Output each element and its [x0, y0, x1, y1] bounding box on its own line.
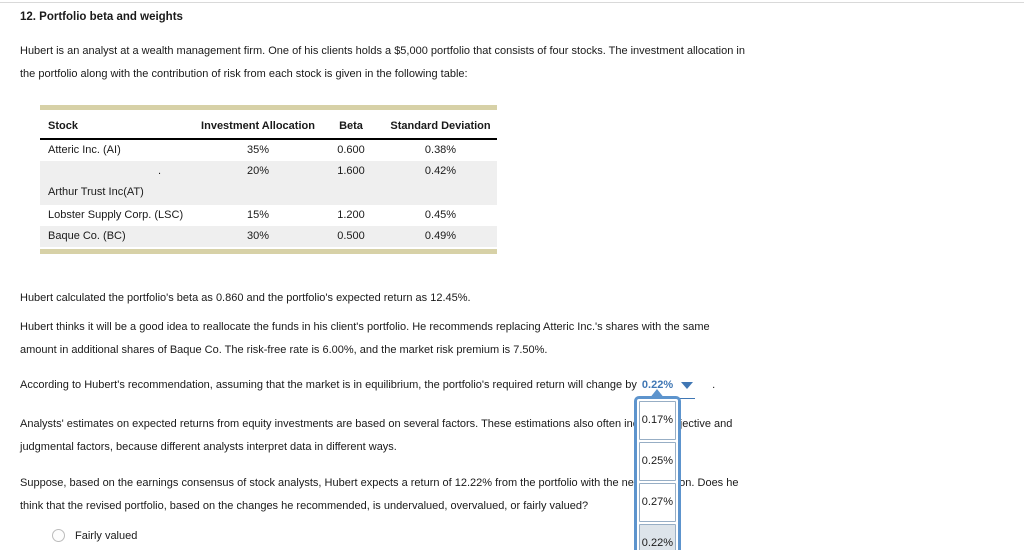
cell-stock: Atteric Inc. (AI) [48, 144, 121, 156]
col-header-std-dev: Standard Deviation [384, 116, 497, 140]
equilibrium-sentence: According to Hubert's recommendation, as… [20, 374, 716, 550]
dropdown-selected-value: 0.22% [641, 379, 674, 391]
table-top-accent-bar [40, 105, 497, 110]
intro-line-1: Hubert is an analyst at a wealth managem… [20, 45, 745, 57]
chevron-down-icon [681, 381, 694, 389]
equilibrium-prefix-text: According to Hubert's recommendation, as… [20, 379, 637, 391]
radio-label: Fairly valued [75, 529, 138, 542]
top-divider [0, 2, 1024, 3]
col-header-stock: Stock [40, 116, 198, 140]
dropdown-menu: 0.17% 0.25% 0.27% 0.22% [633, 389, 681, 550]
col-header-allocation: Investment Allocation [198, 116, 318, 140]
table-row-baque: Baque Co. (BC) 30% 0.500 0.49% [40, 226, 497, 247]
stock-name: Arthur Trust Inc(AT) [48, 186, 144, 198]
question-line-1: Suppose, based on the earnings consensus… [20, 477, 739, 489]
cell-allocation: 20% [246, 165, 270, 177]
analysts-paragraph: Analysts' estimates on expected returns … [20, 413, 732, 459]
cell-std-dev: 0.42% [424, 165, 457, 177]
dropdown-option-4[interactable]: 0.22% [638, 524, 676, 550]
dropdown-option-2[interactable]: 0.25% [638, 442, 676, 481]
table-row-atteric: Atteric Inc. (AI) 35% 0.600 0.38% [40, 139, 497, 161]
equilibrium-suffix-text: . [712, 379, 716, 391]
allocation-table: Stock Investment Allocation Beta Standar… [40, 116, 497, 247]
reallocation-line-1: Hubert thinks it will be a good idea to … [20, 321, 710, 333]
cell-allocation: 35% [246, 144, 270, 156]
cell-std-dev: 0.38% [424, 144, 457, 156]
cell-stock: Lobster Supply Corp. (LSC) [48, 209, 184, 221]
intro-paragraph: Hubert is an analyst at a wealth managem… [20, 40, 745, 86]
intro-line-2: the portfolio along with the contributio… [20, 68, 468, 80]
analysts-line-2: judgmental factors, because different an… [20, 441, 397, 453]
dropdown-option-1[interactable]: 0.17% [638, 401, 676, 440]
answer-option-fairly-valued[interactable]: Fairly valued [52, 529, 137, 542]
cell-allocation: 30% [246, 230, 270, 242]
table-header-row: Stock Investment Allocation Beta Standar… [40, 116, 497, 140]
cell-beta: 0.600 [337, 144, 365, 156]
cell-stock: Baque Co. (BC) [48, 230, 126, 242]
cell-beta: 0.500 [337, 230, 365, 242]
table-row-arthur: . Arthur Trust Inc(AT) 20% 1.600 0.42% [40, 161, 497, 205]
table-row-lobster: Lobster Supply Corp. (LSC) 15% 1.200 0.4… [40, 205, 497, 226]
allocation-table-container: Stock Investment Allocation Beta Standar… [40, 105, 497, 254]
reallocation-paragraph: Hubert thinks it will be a good idea to … [20, 316, 710, 362]
reallocation-line-2: amount in additional shares of Baque Co.… [20, 344, 548, 356]
cell-beta: 1.200 [337, 209, 365, 221]
analysts-line-1: Analysts' estimates on expected returns … [20, 418, 733, 430]
dropdown-option-3[interactable]: 0.27% [638, 483, 676, 522]
table-bottom-accent-bar [40, 249, 497, 254]
cell-std-dev: 0.45% [424, 209, 457, 221]
question-line-2: think that the revised portfolio, based … [20, 500, 589, 512]
valuation-question-paragraph: Suppose, based on the earnings consensus… [20, 472, 738, 518]
cell-std-dev: 0.49% [424, 230, 457, 242]
page-title: 12. Portfolio beta and weights [20, 11, 183, 23]
cell-stock: . Arthur Trust Inc(AT) [40, 161, 198, 205]
col-header-beta: Beta [318, 116, 384, 140]
cell-allocation: 15% [246, 209, 270, 221]
radio-button[interactable] [52, 529, 65, 542]
stock-marker-dot: . [158, 165, 162, 177]
beta-calculation-paragraph: Hubert calculated the portfolio's beta a… [20, 287, 471, 310]
required-return-dropdown[interactable]: 0.22% 0.17% 0.25% 0.27% 0.22% [633, 374, 696, 550]
beta-calculation-text: Hubert calculated the portfolio's beta a… [20, 292, 471, 304]
cell-beta: 1.600 [337, 165, 365, 177]
